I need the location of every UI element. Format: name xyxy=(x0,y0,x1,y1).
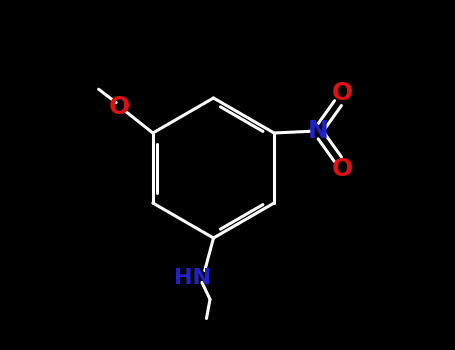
Text: O: O xyxy=(332,157,354,181)
Text: N: N xyxy=(308,119,329,143)
Text: O: O xyxy=(332,82,354,105)
Text: O: O xyxy=(109,95,130,119)
Text: HN: HN xyxy=(174,268,211,288)
